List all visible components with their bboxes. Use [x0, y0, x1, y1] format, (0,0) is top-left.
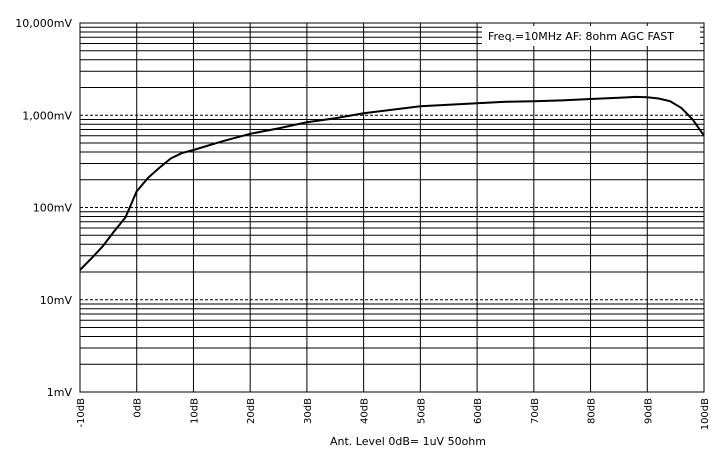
x-tick-label: 0dB	[133, 398, 144, 418]
annotation-background	[482, 26, 700, 46]
x-tick-label: 80dB	[587, 398, 598, 424]
x-tick-label: -10dB	[76, 398, 87, 428]
plot-frame	[79, 22, 705, 393]
x-axis-tick-labels: -10dB 0dB 10dB 20dB 30dB 40dB 50dB 60dB 70dB 80dB…	[76, 398, 711, 430]
series-line	[79, 95, 705, 271]
y-tick-label: 1mV	[47, 386, 73, 399]
x-axis-title: Ant. Level 0dB= 1uV 50ohm	[330, 435, 486, 448]
x-tick-label: 30dB	[303, 398, 314, 424]
x-tick-label: 40dB	[360, 398, 371, 424]
y-tick-label: 10mV	[40, 294, 73, 307]
x-tick-label: 10dB	[189, 398, 200, 424]
y-tick-label: 100mV	[33, 202, 73, 215]
x-tick-label: 20dB	[246, 398, 257, 424]
x-tick-label: 90dB	[643, 398, 654, 424]
y-tick-label: 1,000mV	[22, 109, 72, 122]
y-axis-tick-labels: 1mV 10mV 100mV 1,000mV 10,000mV	[15, 17, 72, 399]
chart-annotation: Freq.=10MHz AF: 8ohm AGC FAST	[488, 30, 674, 43]
x-tick-label: 50dB	[416, 398, 427, 424]
y-tick-label: 10,000mV	[15, 17, 72, 30]
x-tick-label: 60dB	[473, 398, 484, 424]
x-tick-label: 70dB	[530, 398, 541, 424]
plot-grid	[79, 22, 705, 393]
x-tick-label: 100dB	[700, 398, 711, 430]
